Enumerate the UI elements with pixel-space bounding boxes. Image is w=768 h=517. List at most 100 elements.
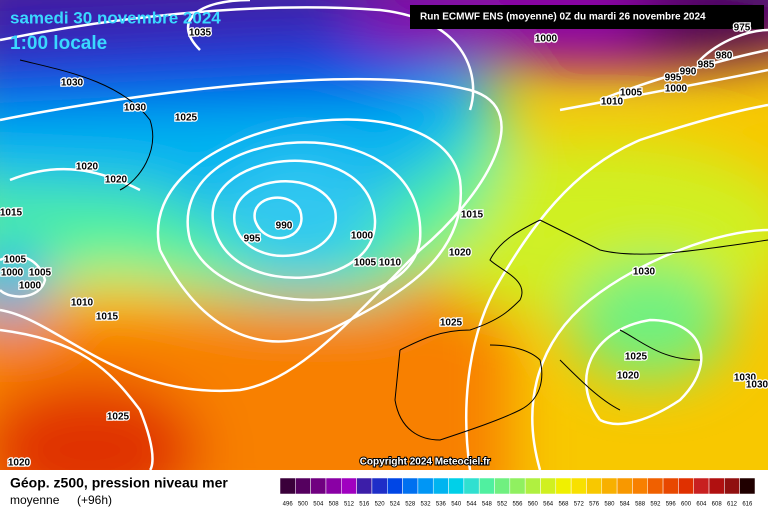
isobar-label: 1005 [620, 88, 643, 99]
isobar-label: 1020 [105, 175, 128, 186]
scale-swatch [417, 477, 434, 495]
scale-label: 508 [329, 502, 340, 508]
isobar-label: 1025 [440, 318, 463, 329]
isobar-label: 1030 [734, 373, 757, 384]
isobar-label: 1000 [351, 231, 374, 242]
scale-swatch [540, 477, 557, 495]
isobar-label: 1010 [379, 258, 402, 269]
scale-label: 564 [543, 502, 554, 508]
scale-label: 536 [436, 502, 447, 508]
scale-swatch [295, 477, 311, 495]
scale-label: 548 [482, 502, 493, 508]
isobar-label: 1015 [96, 312, 119, 323]
isobar-label: 1035 [189, 28, 212, 39]
scale-swatch [341, 477, 357, 495]
isobar-label: 1000 [535, 34, 558, 45]
scale-swatch [325, 477, 342, 495]
scale-label: 504 [313, 502, 324, 508]
isobar-label: 980 [716, 51, 733, 62]
isobar-label: 975 [734, 23, 751, 34]
scale-label: 604 [696, 502, 707, 508]
isobar-label: 1010 [601, 97, 624, 108]
scale-swatch [586, 477, 603, 495]
isobar-label: 1015 [0, 208, 23, 219]
isobar-label: 1020 [8, 458, 31, 469]
scale-label: 600 [681, 502, 692, 508]
scale-swatch [402, 477, 419, 495]
scale-label: 552 [497, 502, 508, 508]
scale-label: 512 [344, 502, 355, 508]
product-subtitle: moyenne [10, 493, 60, 507]
scale-label: 580 [604, 502, 615, 508]
scale-swatch [708, 477, 725, 495]
scale-swatch [524, 477, 541, 495]
local-time: 1:00 locale [10, 33, 107, 54]
scale-label: 588 [635, 502, 646, 508]
scale-swatch [724, 477, 740, 495]
scale-label: 532 [421, 502, 432, 508]
scale-swatch [570, 477, 587, 495]
scale-swatch [632, 477, 648, 495]
scale-swatch [310, 477, 327, 495]
isobar-label: 990 [276, 221, 293, 232]
isobar-label: 1025 [107, 412, 130, 423]
scale-swatch [601, 477, 618, 495]
run-banner [410, 5, 764, 29]
coastlines [19, 59, 768, 441]
scale-swatch [555, 477, 572, 495]
isobar-label: 985 [698, 60, 715, 71]
run-info: Run ECMWF ENS (moyenne) 0Z du mardi 26 n… [420, 12, 706, 23]
scale-label: 568 [558, 502, 569, 508]
isobar-label: 1030 [633, 267, 656, 278]
scale-label: 592 [650, 502, 661, 508]
isobar-label: 1010 [71, 298, 94, 309]
isobar-label: 1030 [61, 78, 84, 89]
isobar-label: 1030 [124, 103, 147, 114]
scale-swatch [662, 477, 679, 495]
isobar-label: 1020 [617, 371, 640, 382]
scale-swatch [616, 477, 633, 495]
color-scale: 496 500 504 508 512 516 520 524 528 532 536 540 544 5… [279, 477, 756, 508]
isobar-label: 990 [680, 67, 697, 78]
scale-swatch [387, 477, 403, 495]
scale-swatch [356, 477, 373, 495]
isobar-label: 1020 [76, 162, 99, 173]
scale-swatch [509, 477, 526, 495]
isobar-label: 1025 [175, 113, 198, 124]
isobar-label: 995 [244, 234, 261, 245]
scale-label: 560 [528, 502, 539, 508]
isobar-label: 1020 [449, 248, 472, 259]
scale-swatch [678, 477, 694, 495]
scale-label: 584 [620, 502, 631, 508]
isobar-label: 1015 [461, 210, 484, 221]
isobars [0, 0, 768, 470]
scale-label: 556 [512, 502, 523, 508]
scale-label: 544 [467, 502, 478, 508]
scale-label: 520 [375, 502, 386, 508]
scale-swatch [739, 477, 756, 495]
scale-label: 612 [727, 502, 738, 508]
isobar-label: 1025 [625, 352, 648, 363]
scale-label: 616 [742, 502, 753, 508]
scale-swatch [647, 477, 664, 495]
scale-label: 528 [405, 502, 416, 508]
scale-label: 576 [589, 502, 600, 508]
isobar-label: 1000 [665, 84, 688, 95]
isobar-label: 1005 [29, 268, 52, 279]
isobar-label: 995 [665, 73, 682, 84]
scale-label: 500 [298, 502, 309, 508]
isobar-label: 1030 [746, 380, 768, 391]
scale-swatch [463, 477, 480, 495]
scale-label: 496 [283, 502, 294, 508]
scale-swatch [279, 477, 296, 495]
scale-label: 596 [666, 502, 677, 508]
scale-swatch [693, 477, 710, 495]
scale-label: 608 [712, 502, 723, 508]
isobar-label: 1000 [19, 281, 42, 292]
lead-time: (+96h) [77, 493, 112, 507]
isobar-label: 1000 [1, 268, 24, 279]
scale-swatch [371, 477, 388, 495]
